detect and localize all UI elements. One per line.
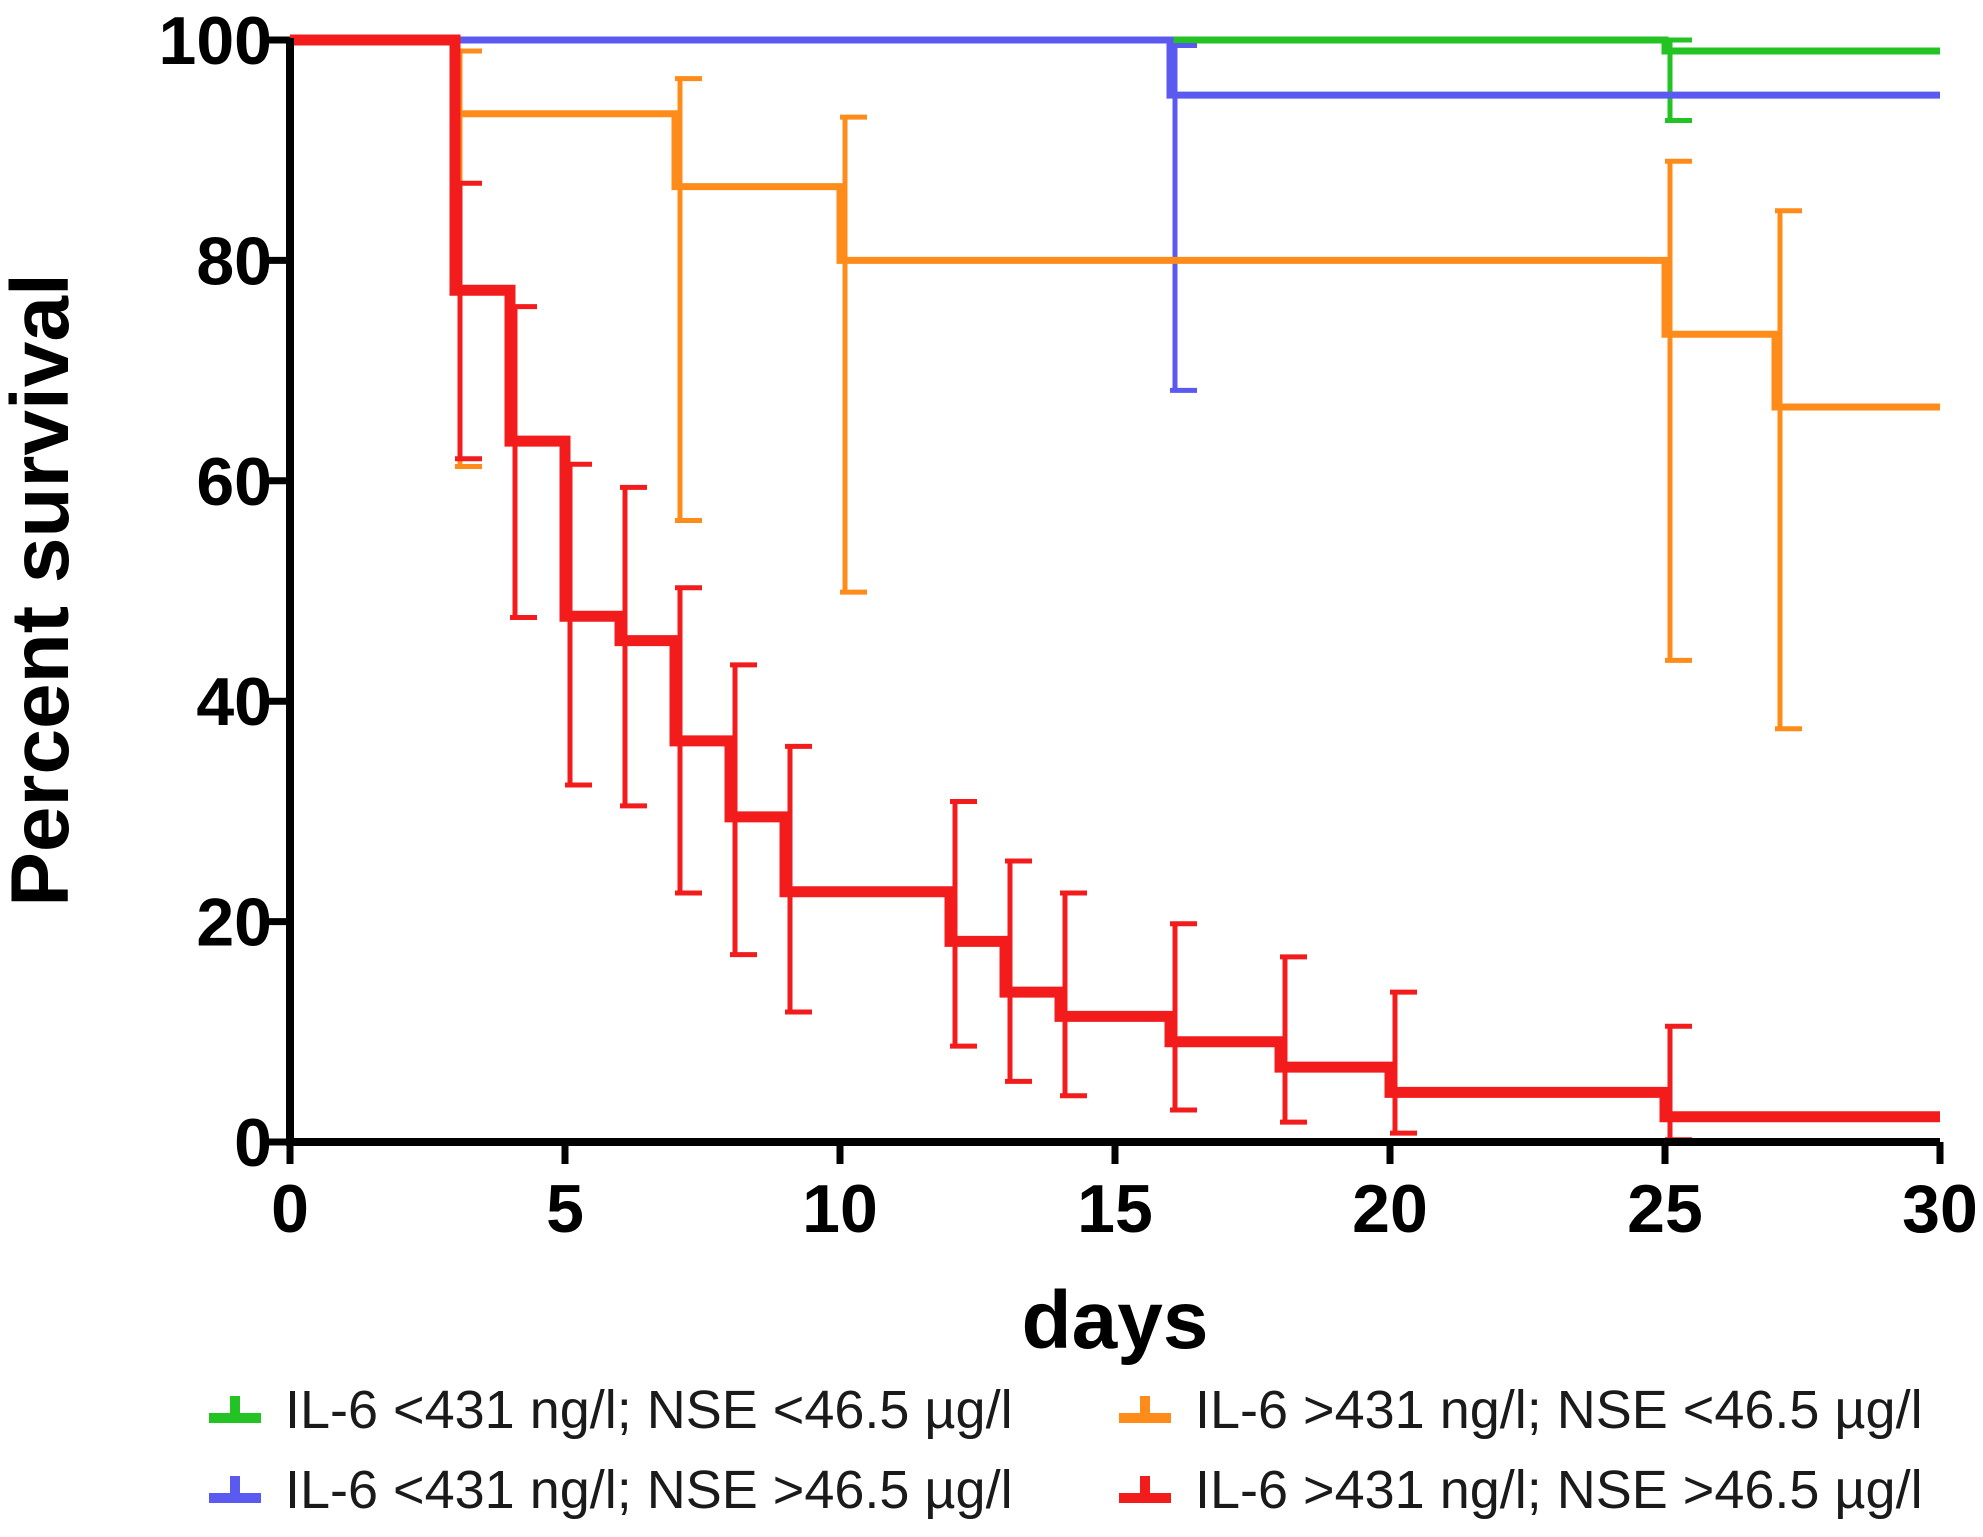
series-layer — [290, 34, 1940, 1143]
axes-layer — [286, 38, 1940, 1146]
error-bar — [675, 76, 702, 523]
x-tick-label: 30 — [1902, 1171, 1978, 1247]
legend-swatch-icon — [209, 1396, 261, 1423]
legend-item: IL-6 >431 ng/l; NSE <46.5 µg/l — [1115, 1375, 1923, 1445]
error-bar — [840, 114, 867, 595]
error-bar — [1665, 37, 1692, 123]
legend: IL-6 <431 ng/l; NSE <46.5 µg/l IL-6 >431… — [205, 1375, 1965, 1525]
legend-swatch-icon — [1119, 1476, 1171, 1503]
x-tick-label: 10 — [802, 1171, 878, 1247]
legend-label: IL-6 <431 ng/l; NSE >46.5 µg/l — [285, 1460, 1013, 1520]
error-bar — [785, 743, 812, 1015]
error-bar — [1280, 954, 1307, 1125]
x-tick-label: 0 — [271, 1171, 309, 1247]
error-bar — [1060, 890, 1087, 1099]
legend-item: IL-6 <431 ng/l; NSE <46.5 µg/l — [205, 1375, 1013, 1445]
error-bar — [455, 180, 482, 462]
error-bar — [1170, 921, 1197, 1113]
y-tick-label: 100 — [159, 3, 272, 79]
error-bar — [1775, 208, 1802, 732]
legend-item: IL-6 <431 ng/l; NSE >46.5 µg/l — [205, 1455, 1013, 1525]
y-tick-label: 0 — [234, 1105, 272, 1181]
error-bar — [510, 304, 537, 620]
survival-series — [290, 36, 1940, 393]
error-bar — [1005, 858, 1032, 1084]
legend-label: IL-6 >431 ng/l; NSE <46.5 µg/l — [1195, 1380, 1923, 1440]
error-bar — [1665, 158, 1692, 663]
error-bar — [565, 461, 592, 788]
survival-series — [290, 34, 1940, 1143]
y-tick-label: 60 — [196, 444, 272, 520]
error-bar — [730, 662, 757, 958]
error-bar — [620, 484, 647, 809]
x-axis-title: days — [1022, 1275, 1209, 1366]
legend-label: IL-6 >431 ng/l; NSE >46.5 µg/l — [1195, 1460, 1923, 1520]
x-tick-label: 20 — [1352, 1171, 1428, 1247]
legend-swatch-icon — [209, 1476, 261, 1503]
x-tick-label: 25 — [1627, 1171, 1703, 1247]
ticks-layer: 0 5 10 15 20 25 30 0 20 40 60 80 100 — [159, 3, 1978, 1247]
legend-label: IL-6 <431 ng/l; NSE <46.5 µg/l — [285, 1380, 1013, 1440]
error-bar — [675, 585, 702, 896]
error-bar — [1665, 1023, 1692, 1143]
y-tick-label: 80 — [196, 223, 272, 299]
y-axis-title: Percent survival — [0, 273, 86, 907]
x-tick-label: 5 — [546, 1171, 584, 1247]
legend-swatch-icon — [1119, 1396, 1171, 1423]
survival-series — [290, 36, 1940, 123]
error-bar — [1390, 989, 1417, 1136]
error-bar — [950, 798, 977, 1049]
survival-series — [290, 36, 1940, 732]
survival-step-line — [290, 34, 1940, 1123]
error-bar — [1170, 43, 1197, 393]
y-tick-label: 20 — [196, 885, 272, 961]
x-tick-label: 15 — [1077, 1171, 1153, 1247]
survival-step-line — [290, 36, 1940, 99]
legend-item: IL-6 >431 ng/l; NSE >46.5 µg/l — [1115, 1455, 1923, 1525]
y-tick-label: 40 — [196, 664, 272, 740]
